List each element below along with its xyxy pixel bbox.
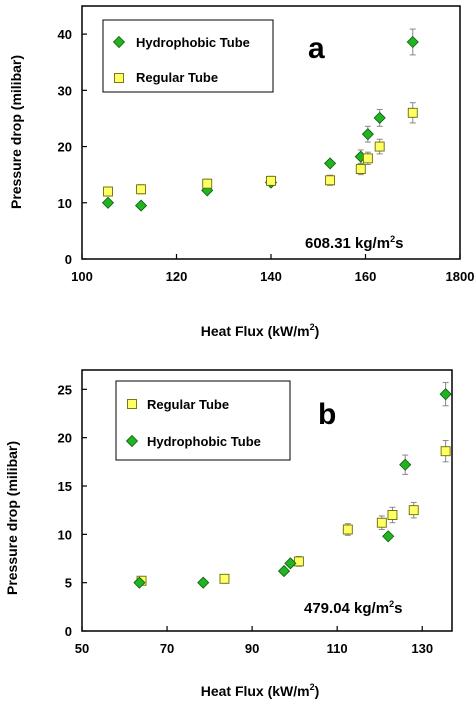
chart-b-legend-label-regular: Regular Tube <box>147 397 229 412</box>
x-tick-label: 100 <box>71 269 93 284</box>
regular-point <box>266 175 276 186</box>
x-tick-label: 70 <box>160 641 174 656</box>
chart-b-legend-marker-regular <box>127 399 137 409</box>
chart-a: 100 120 140 160 1800 0 10 20 30 40 Hydrophobic Tu… <box>8 5 474 339</box>
chart-b-plot-frame <box>81 369 453 632</box>
regular-point <box>103 186 113 197</box>
chart-a-legend-label-hydrophobic: Hydrophobic Tube <box>136 35 250 50</box>
hydrophobic-point <box>197 576 210 589</box>
y-tick-label: 0 <box>65 252 72 267</box>
regular-point <box>408 505 419 516</box>
chart-b: 50 70 90 110 130 0 5 10 15 20 25 Regular Tube Hydr… <box>4 369 453 699</box>
regular-point <box>362 153 373 164</box>
hydrophobic-point <box>133 576 146 589</box>
chart-a-legend-box <box>102 19 274 93</box>
hydrophobic-point <box>439 388 452 401</box>
y-tick-label: 5 <box>65 576 72 591</box>
chart-b-x-axis-title: Heat Flux (kW/m2) <box>201 682 320 699</box>
y-tick-label: 40 <box>58 27 72 42</box>
chart-a-y-axis-title: Pressure drop (milibar) <box>8 55 24 209</box>
x-tick-label: 110 <box>327 641 348 656</box>
chart-a-x-axis-title: Heat Flux (kW/m2) <box>201 322 320 339</box>
chart-b-legend-marker-hydrophobic <box>125 434 139 448</box>
chart-a-regular-series <box>103 107 418 197</box>
hydrophobic-point <box>399 458 412 471</box>
x-tick-label: 90 <box>245 641 259 656</box>
chart-b-panel-letter: b <box>318 398 336 431</box>
hydrophobic-point <box>373 111 386 124</box>
y-tick-label: 30 <box>58 83 72 98</box>
x-tick-label: 1800 <box>446 269 474 284</box>
y-tick-label: 15 <box>58 479 72 494</box>
chart-a-ticks: 100 120 140 160 1800 0 10 20 30 40 <box>58 27 474 284</box>
regular-point <box>440 446 451 457</box>
hydrophobic-point <box>323 157 337 170</box>
regular-point <box>325 175 336 186</box>
x-tick-label: 130 <box>411 641 433 656</box>
y-tick-label: 10 <box>58 527 72 542</box>
chart-a-legend-label-regular: Regular Tube <box>136 70 218 85</box>
chart-b-mass-flux-label: 479.04 kg/m2s <box>304 599 402 617</box>
hydrophobic-point <box>361 128 374 141</box>
regular-point <box>136 184 147 195</box>
x-tick-label: 160 <box>355 269 377 284</box>
regular-point <box>374 141 385 152</box>
regular-point <box>387 510 398 520</box>
regular-point <box>219 573 230 584</box>
y-tick-label: 0 <box>65 624 72 639</box>
regular-point <box>376 517 387 528</box>
regular-point <box>293 556 304 567</box>
regular-point <box>407 107 418 118</box>
chart-a-mass-flux-label: 608.31 kg/m2s <box>305 234 403 252</box>
hydrophobic-point <box>101 196 115 209</box>
regular-point <box>355 164 366 174</box>
hydrophobic-point <box>277 565 291 578</box>
legend-diamond-marker <box>112 35 126 49</box>
chart-b-y-axis-title: Pressure drop (milibar) <box>4 441 20 595</box>
hydrophobic-point <box>284 557 297 570</box>
legend-diamond-marker <box>125 434 139 448</box>
y-tick-label: 10 <box>58 196 72 211</box>
y-tick-label: 25 <box>58 382 72 397</box>
y-tick-label: 20 <box>58 140 72 155</box>
hydrophobic-point <box>382 530 395 543</box>
x-tick-label: 140 <box>260 269 282 284</box>
chart-b-legend-label-hydrophobic: Hydrophobic Tube <box>147 434 261 449</box>
hydrophobic-point <box>134 199 148 212</box>
chart-a-legend-marker-hydrophobic <box>112 35 126 49</box>
y-tick-label: 20 <box>58 431 72 446</box>
chart-b-ticks: 50 70 90 110 130 0 5 10 15 20 25 <box>58 382 434 656</box>
chart-a-legend-marker-regular <box>114 73 124 83</box>
hydrophobic-point <box>406 35 419 49</box>
x-tick-label: 120 <box>166 269 188 284</box>
chart-b-hydrophobic-series <box>133 388 452 589</box>
legend-square-marker <box>127 399 137 409</box>
chart-b-legend: Regular Tube Hydrophobic Tube <box>115 380 291 461</box>
legend-square-marker <box>114 73 124 83</box>
x-tick-label: 50 <box>75 641 89 656</box>
chart-a-panel-letter: a <box>308 32 325 65</box>
chart-a-legend: Hydrophobic Tube Regular Tube <box>102 19 274 93</box>
chart-b-legend-box <box>115 380 291 461</box>
regular-point <box>202 178 213 189</box>
regular-point <box>342 524 353 535</box>
